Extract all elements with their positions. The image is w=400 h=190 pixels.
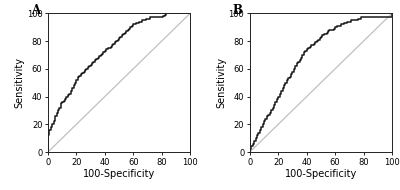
Y-axis label: Sensitivity: Sensitivity bbox=[216, 57, 226, 108]
Text: A: A bbox=[31, 4, 40, 17]
X-axis label: 100-Specificity: 100-Specificity bbox=[285, 169, 357, 179]
Y-axis label: Sensitivity: Sensitivity bbox=[15, 57, 25, 108]
X-axis label: 100-Specificity: 100-Specificity bbox=[83, 169, 155, 179]
Text: B: B bbox=[233, 4, 243, 17]
